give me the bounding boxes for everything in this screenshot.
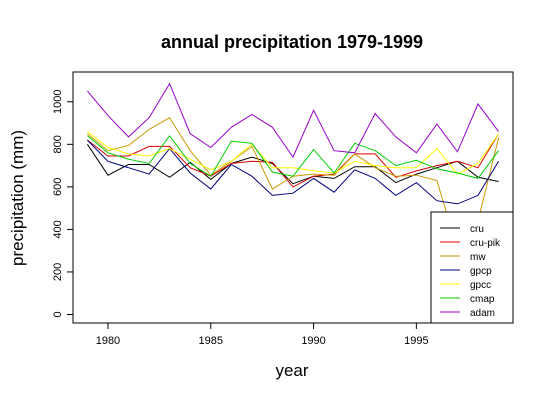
x-tick-label: 1990	[301, 335, 325, 347]
y-axis: 0 200 400 600 800 1000	[52, 90, 73, 318]
legend-label-cru: cru	[470, 224, 484, 235]
y-tick-label: 600	[52, 178, 64, 196]
series-line-adam	[87, 82, 500, 159]
x-axis-label: year	[275, 361, 308, 380]
x-tick-label: 1985	[199, 335, 223, 347]
chart-title: annual precipitation 1979-1999	[161, 32, 423, 52]
y-tick-label: 200	[52, 263, 64, 281]
series-layer	[86, 82, 500, 251]
legend-label-cmap: cmap	[470, 294, 495, 305]
legend-label-gpcc: gpcc	[470, 280, 491, 291]
y-tick-label: 0	[52, 311, 64, 317]
plot-frame	[72, 71, 514, 324]
x-tick-label: 1995	[404, 335, 428, 347]
y-axis-label: precipitation (mm)	[8, 130, 27, 266]
series-line-gpcp	[87, 139, 500, 205]
y-tick-label: 1000	[52, 90, 64, 114]
legend-label-gpcp: gpcp	[470, 266, 492, 277]
series-line-cmap	[87, 134, 500, 179]
legend-label-cru-pik: cru-pik	[470, 238, 501, 249]
y-tick-label: 800	[52, 135, 64, 153]
y-tick-label: 400	[52, 220, 64, 238]
x-tick-label: 1980	[96, 335, 120, 347]
legend-box	[430, 211, 514, 324]
x-axis: 1980 1985 1990 1995	[96, 323, 429, 347]
series-line-cru-pik	[87, 133, 500, 188]
legend-label-mw: mw	[470, 252, 486, 263]
legend: cru cru-pik mw gpcp gpcc cmap adam	[430, 211, 514, 324]
legend-label-adam: adam	[470, 308, 495, 319]
series-line-cru	[86, 144, 499, 185]
